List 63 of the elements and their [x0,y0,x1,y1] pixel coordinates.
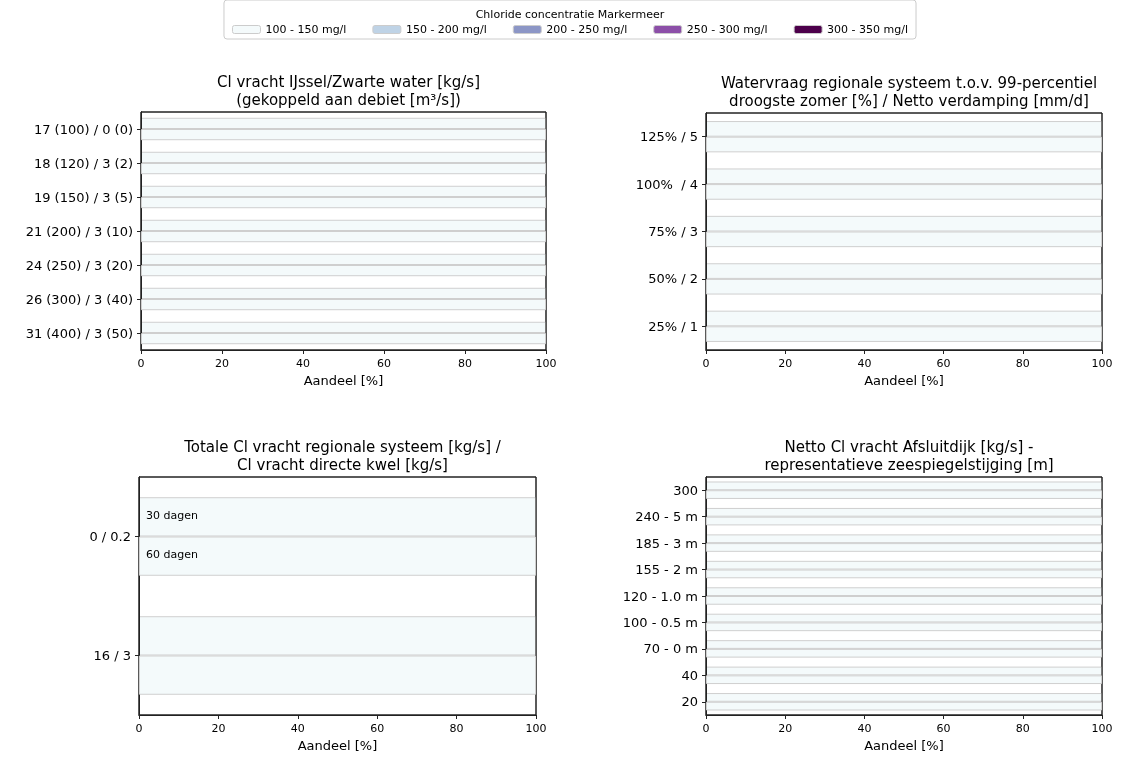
x-tick-label: 20 [778,357,793,370]
x-tick-label: 0 [135,722,143,735]
x-tick-label: 100 [1091,357,1113,370]
x-tick-label: 0 [137,357,145,370]
y-tick-label: 185 - 3 m [635,535,698,551]
y-tick-label: 70 - 0 m [643,641,698,657]
y-tick-label: 26 (300) / 3 (40) [25,291,133,307]
legend-label: 250 - 300 mg/l [686,23,768,36]
y-tick-label: 19 (150) / 3 (5) [33,189,133,205]
x-axis-title: Aandeel [%] [297,738,378,753]
y-tick-label: 17 (100) / 0 (0) [33,121,133,137]
y-tick-label: 50% / 2 [648,271,698,287]
x-tick-label: 60 [377,357,391,370]
x-tick-label: 20 [211,722,226,735]
annotation: 30 dagen [146,508,198,522]
x-tick-label: 80 [1015,722,1030,735]
x-tick-label: 100 [1091,722,1113,735]
y-tick-label: 31 (400) / 3 (50) [25,325,133,341]
x-tick-label: 0 [702,722,710,735]
chart-title: Totale Cl vracht regionale systeem [kg/s] / Cl vracht directe kwel [kg/s] [183,438,502,474]
x-tick-label: 40 [296,357,310,370]
y-tick-label: 16 / 3 [93,648,131,663]
y-tick-label: 75% / 3 [648,224,698,239]
chart-title: Watervraag regionale systeem t.o.v. 99-percentiel droogste zomer [%] / Netto verdamping [mm/d] [720,74,1098,110]
y-tick-label: 18 (120) / 3 (2) [33,155,133,171]
y-tick-label: 0 / 0.2 [89,529,131,544]
y-tick-label: 100% / 4 [635,176,698,192]
y-tick-label: 300 [673,482,698,498]
x-tick-label: 60 [936,722,951,735]
legend-label: 300 - 350 mg/l [827,23,909,36]
x-tick-label: 40 [857,722,872,735]
x-tick-label: 0 [702,357,710,370]
x-tick-label: 40 [290,722,305,735]
legend-label: 100 - 150 mg/l [265,23,347,36]
x-tick-label: 80 [449,722,464,735]
x-tick-label: 100 [525,722,547,735]
y-tick-label: 155 - 2 m [635,562,698,578]
legend-title: Chloride concentratie Markermeer [475,8,665,21]
y-tick-label: 24 (250) / 3 (20) [25,257,133,273]
legend-label: 200 - 250 mg/l [546,23,628,36]
legend-label: 150 - 200 mg/l [405,23,487,36]
x-tick-label: 80 [1015,357,1030,370]
y-tick-label: 21 (200) / 3 (10) [25,223,133,239]
y-tick-label: 100 - 0.5 m [622,614,698,630]
y-tick-label: 120 - 1.0 m [622,588,698,604]
chart-title: Netto Cl vracht Afsluitdijk [kg/s] - representatieve zeespiegelstijging [m] [764,438,1054,474]
x-tick-label: 20 [778,722,793,735]
chart-title: Cl vracht IJssel/Zwarte water [kg/s] (gekoppeld aan debiet [m³/s]) [216,73,481,109]
x-tick-label: 60 [370,722,385,735]
y-tick-label: 125% / 5 [639,129,698,145]
x-axis-title: Aandeel [%] [864,738,944,753]
x-tick-label: 60 [936,357,951,370]
annotation: 60 dagen [146,548,198,562]
y-tick-label: 40 [681,667,698,683]
y-tick-label: 20 [681,694,698,710]
x-tick-label: 100 [535,357,557,370]
x-tick-label: 40 [857,357,872,370]
x-axis-title: Aandeel [%] [864,373,944,388]
y-tick-label: 240 - 5 m [635,509,698,525]
x-tick-label: 80 [458,357,472,370]
x-axis-title: Aandeel [%] [303,373,384,388]
x-tick-label: 20 [215,357,229,370]
y-tick-label: 25% / 1 [648,318,698,334]
